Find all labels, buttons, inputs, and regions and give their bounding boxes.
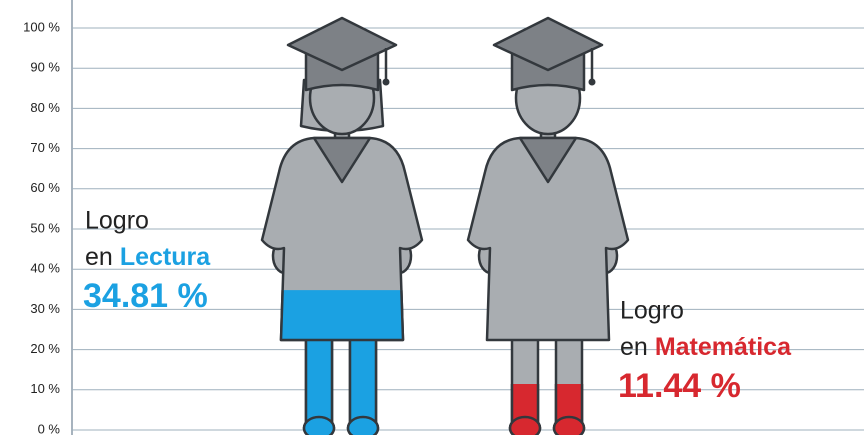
fill-level bbox=[279, 290, 405, 435]
fill-level bbox=[508, 384, 586, 435]
tassel-end bbox=[382, 78, 390, 86]
figure bbox=[466, 16, 630, 435]
label-prefix: en bbox=[620, 333, 648, 361]
figures bbox=[260, 16, 630, 435]
y-tick-label: 90 % bbox=[30, 60, 60, 75]
label-line: Logro bbox=[85, 207, 149, 235]
y-tick-label: 40 % bbox=[30, 261, 60, 276]
gown bbox=[466, 136, 630, 342]
leg-fill bbox=[348, 333, 378, 432]
y-tick-label: 20 % bbox=[30, 341, 60, 356]
value-label: 11.44 % bbox=[618, 367, 741, 405]
label-line: en Lectura bbox=[85, 243, 211, 271]
y-tick-label: 60 % bbox=[30, 180, 60, 195]
label-line: en Matemática bbox=[620, 333, 792, 361]
y-tick-label: 30 % bbox=[30, 301, 60, 316]
y-tick-label: 50 % bbox=[30, 220, 60, 235]
y-tick-label: 10 % bbox=[30, 381, 60, 396]
foot-fill bbox=[552, 415, 586, 435]
y-tick-label: 70 % bbox=[30, 140, 60, 155]
value-label: 34.81 % bbox=[83, 277, 208, 315]
y-tick-label: 0 % bbox=[38, 421, 61, 435]
y-tick-label: 100 % bbox=[23, 19, 60, 34]
foot-fill bbox=[508, 415, 542, 435]
category-label: Lectura bbox=[120, 243, 211, 271]
cap-board bbox=[492, 16, 604, 72]
grid: 0 % 10 % 20 % 30 % 40 % 50 % 60 % 70 % 80 % 90 % 1… bbox=[23, 19, 864, 435]
figure bbox=[260, 16, 424, 435]
foot-fill bbox=[302, 415, 336, 435]
cap-board bbox=[286, 16, 398, 72]
label-prefix: en bbox=[85, 243, 113, 271]
label-line: Logro bbox=[620, 297, 684, 325]
collar bbox=[518, 136, 578, 184]
tassel-end bbox=[588, 78, 596, 86]
y-tick-label: 80 % bbox=[30, 100, 60, 115]
collar bbox=[312, 136, 372, 184]
foot-fill bbox=[346, 415, 380, 435]
category-label: Matemática bbox=[655, 333, 792, 361]
gown-fill bbox=[279, 290, 405, 342]
